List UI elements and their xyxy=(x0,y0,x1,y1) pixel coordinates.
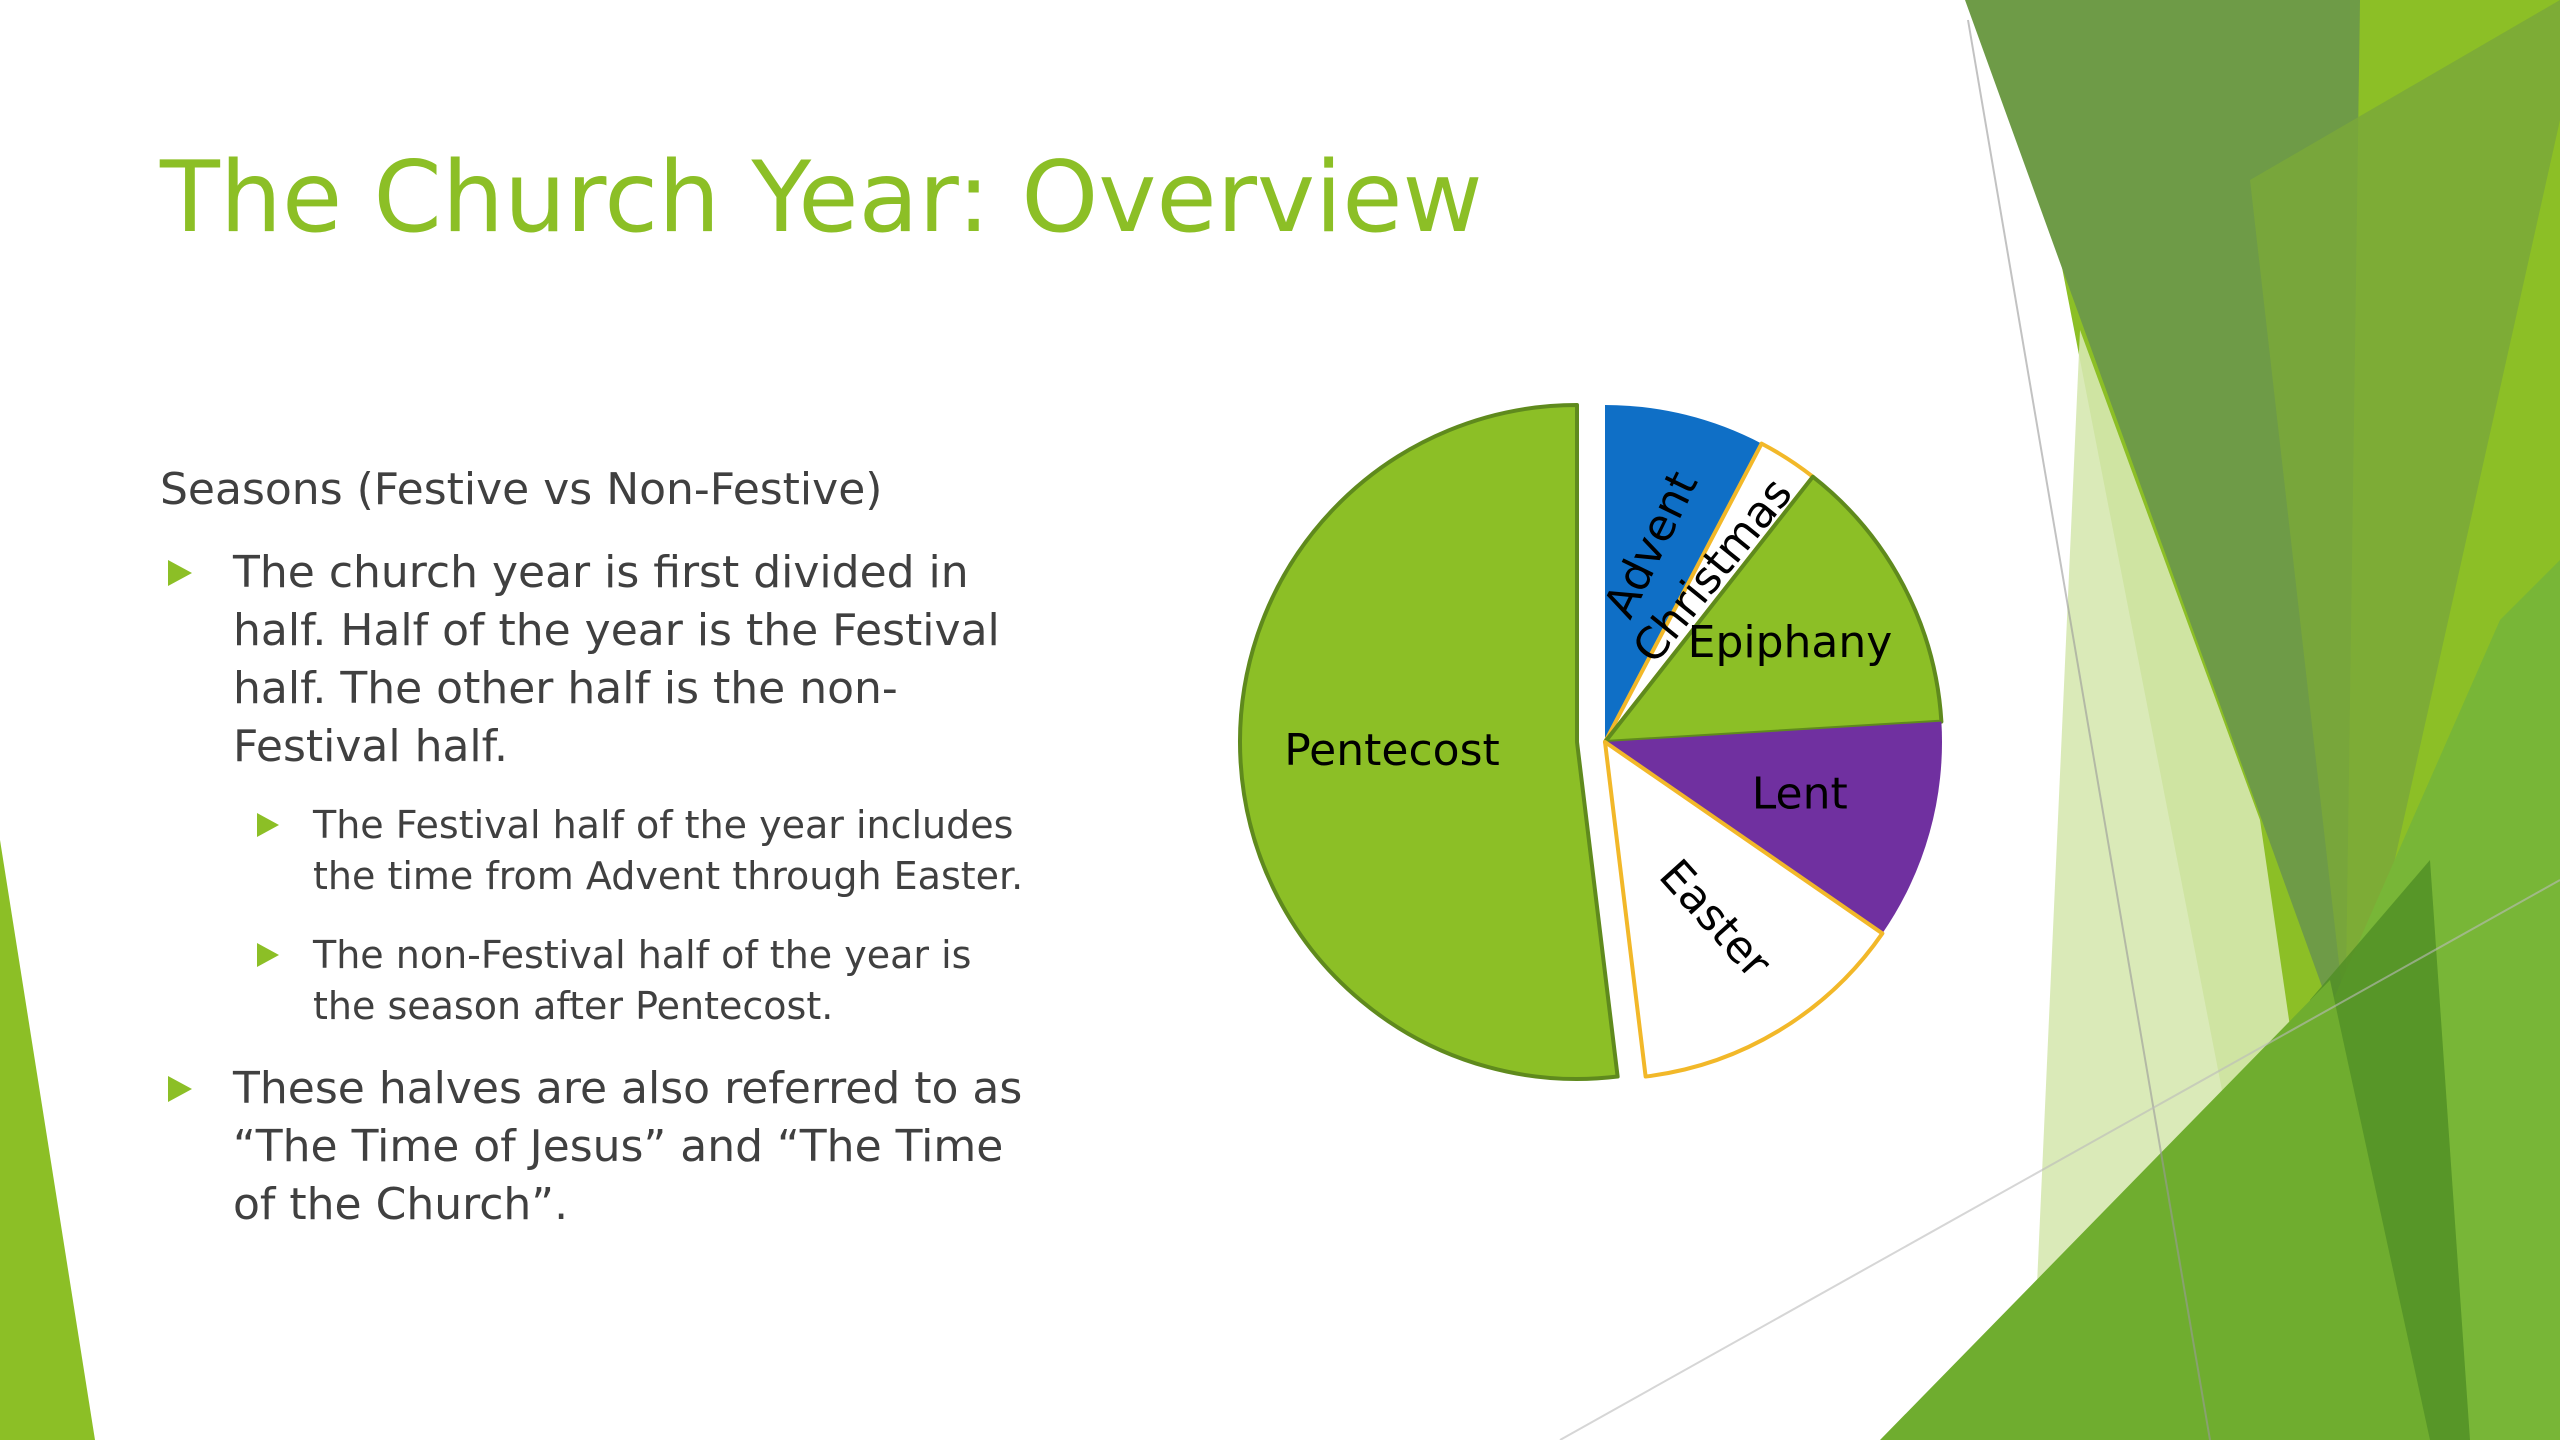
pie-slice-pentecost xyxy=(1238,403,1620,1081)
sub-bullet-item: The Festival half of the year includes t… xyxy=(255,800,1040,902)
slide-body: Seasons (Festive vs Non-Festive) The chu… xyxy=(160,462,1040,1258)
pie-slice-advent xyxy=(1605,405,1762,742)
pie-slice-epiphany xyxy=(1603,474,1944,744)
sub-bullet-group: The Festival half of the year includes t… xyxy=(160,800,1040,1032)
sub-bullet-item: The non-Festival half of the year is the… xyxy=(255,930,1040,1032)
slide-subtitle: Seasons (Festive vs Non-Festive) xyxy=(160,464,883,515)
bullet-list: The church year is first divided in half… xyxy=(160,544,1040,1234)
deco-line-2 xyxy=(1559,879,2560,1440)
pie-slice-easter xyxy=(1603,740,1885,1079)
deco-line-1 xyxy=(1967,19,2211,1440)
bullet-item: These halves are also referred to as “Th… xyxy=(160,1060,1040,1234)
deco-right-darkest xyxy=(2250,0,2560,1060)
pie-label-pentecost: Pentecost xyxy=(1284,725,1500,776)
pie-slice-lent xyxy=(1605,721,1942,934)
bullet-item: The church year is first divided in half… xyxy=(160,544,1040,776)
slide-title: The Church Year: Overview xyxy=(160,141,1483,255)
pie-label-lent: Lent xyxy=(1752,768,1848,819)
deco-right-front xyxy=(1880,980,2430,1440)
deco-left-sliver xyxy=(0,840,95,1440)
pie-label-epiphany: Epiphany xyxy=(1688,617,1893,668)
